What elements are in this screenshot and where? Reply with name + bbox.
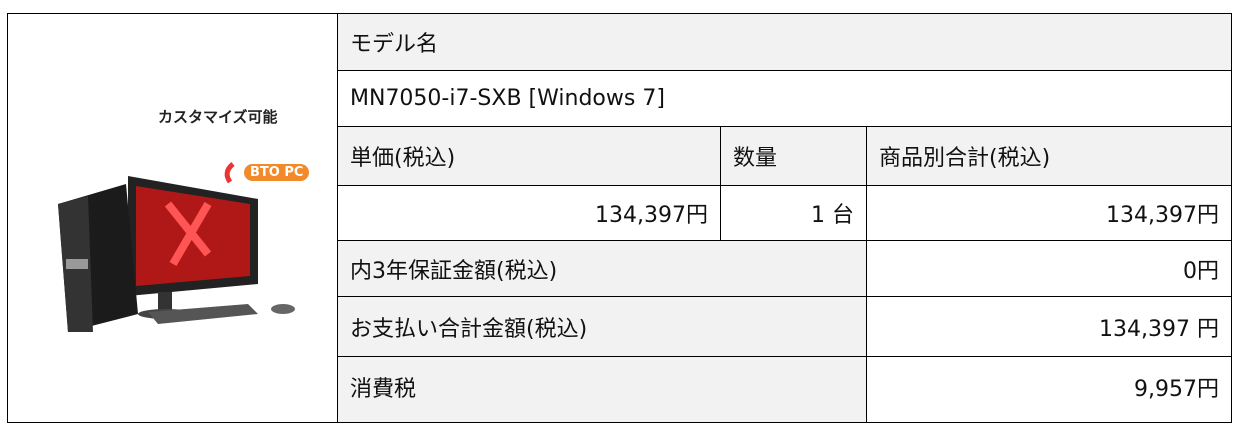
model-name: MN7050-i7-SXB [Windows 7] [337,70,1232,127]
header-cell: 数量 [720,126,867,186]
row-label: 消費税 [337,356,867,423]
value-cell: 1 台 [720,185,867,241]
header-cell: 商品別合計(税込) [866,126,1232,186]
row-label: 内3年保証金額(税込) [337,240,867,297]
tagline: カスタマイズ可能 [158,108,278,126]
badge: BTO PC [244,164,310,181]
row-label: お支払い合計金額(税込) [337,296,867,357]
row-value: 134,397 円 [866,296,1232,357]
row-value: 0円 [866,240,1232,297]
value-cell: 134,397円 [866,185,1232,241]
header-cell: 単価(税込) [337,126,721,186]
row-value: 9,957円 [866,356,1232,423]
model-header: モデル名 [337,13,1232,71]
value-cell: 134,397円 [337,185,721,241]
pc-illustration [58,162,295,332]
product-image-cell: カスタマイズ可能 BTO PC [7,13,338,423]
